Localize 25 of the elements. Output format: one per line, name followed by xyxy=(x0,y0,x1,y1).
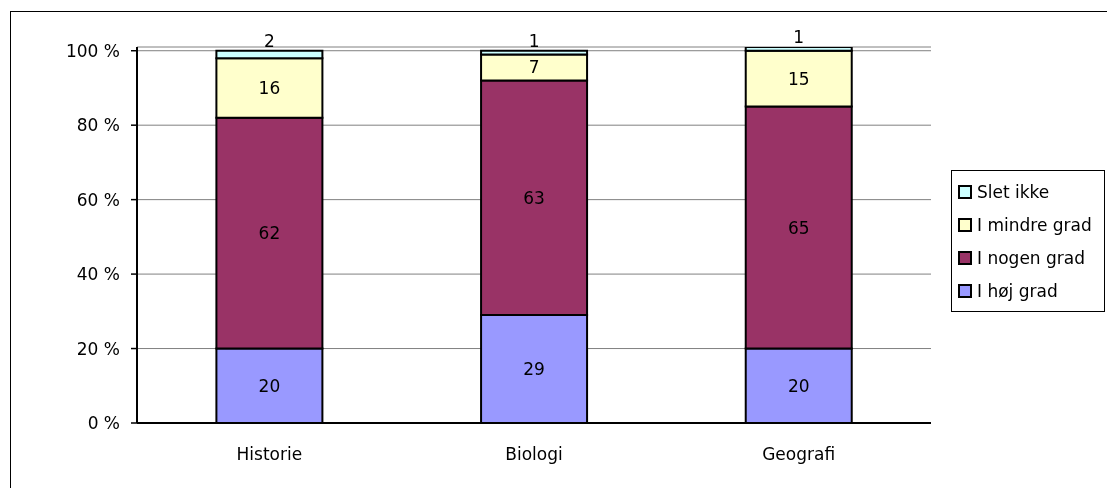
x-tick-label: Geografi xyxy=(762,444,836,465)
data-label: 1 xyxy=(528,30,540,51)
data-label: 16 xyxy=(258,77,281,98)
y-tick-label: 0 % xyxy=(87,413,120,434)
y-tick-label: 20 % xyxy=(76,338,120,359)
legend-label: I mindre grad xyxy=(977,214,1092,235)
data-label: 65 xyxy=(787,217,810,238)
legend-label: Slet ikke xyxy=(977,181,1050,202)
data-label: 29 xyxy=(523,359,545,380)
data-label: 2 xyxy=(263,30,275,51)
data-label: 15 xyxy=(787,68,810,89)
y-tick-label: 100 % xyxy=(65,40,120,61)
y-tick-label: 60 % xyxy=(76,189,120,210)
data-label: 20 xyxy=(787,375,810,396)
x-tick-label: Biologi xyxy=(505,444,563,465)
data-label: 63 xyxy=(523,187,545,208)
y-tick-label: 40 % xyxy=(76,264,120,285)
legend-label: I høj grad xyxy=(977,280,1058,301)
x-tick-label: Historie xyxy=(236,444,303,465)
y-tick-label: 80 % xyxy=(76,115,120,136)
data-label: 1 xyxy=(793,27,805,47)
data-label: 20 xyxy=(258,375,281,396)
data-label: 7 xyxy=(528,57,540,78)
legend-label: I nogen grad xyxy=(977,247,1086,268)
data-label: 62 xyxy=(258,223,281,244)
